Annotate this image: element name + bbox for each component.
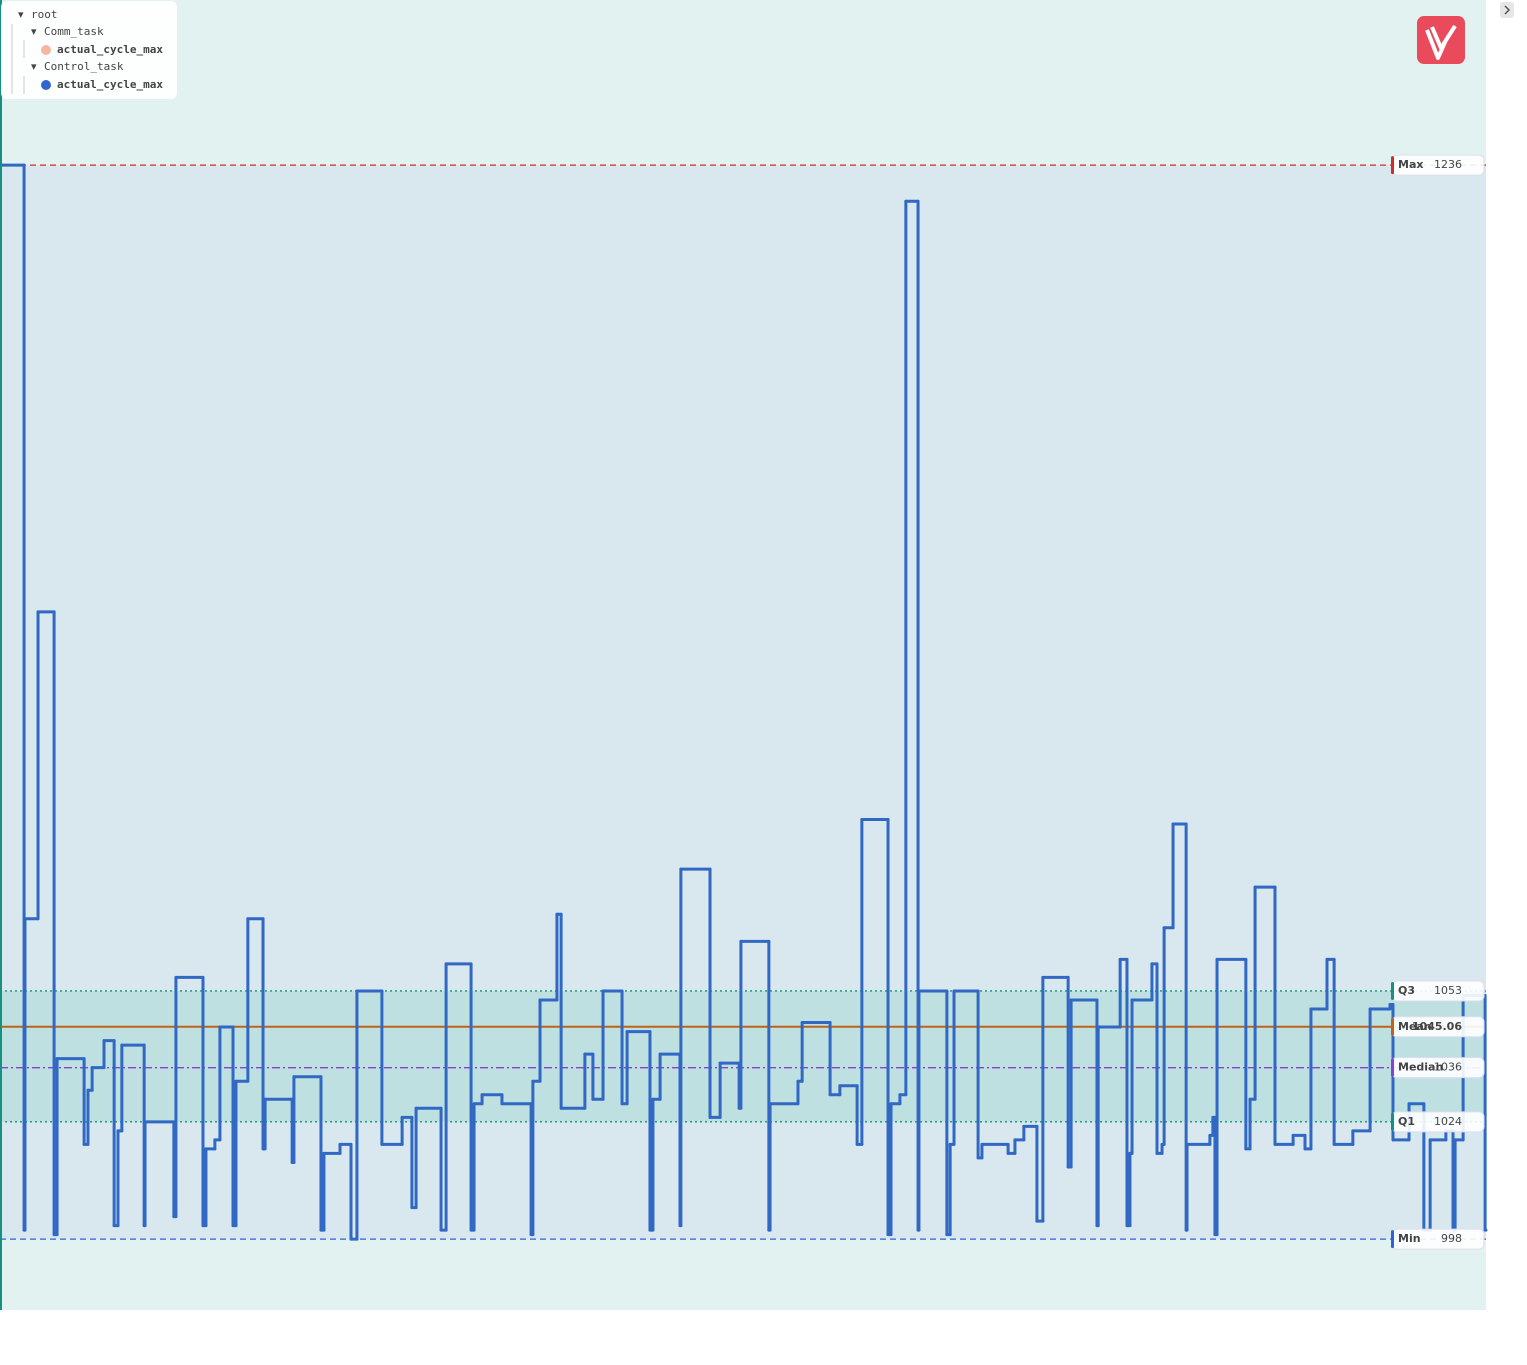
logo	[1417, 16, 1465, 64]
logo-mark	[1425, 24, 1457, 60]
caret: ▾	[31, 25, 37, 38]
signal-dot[interactable]	[41, 80, 51, 90]
stat-label: Max	[1398, 158, 1423, 171]
tree-signal[interactable]: actual_cycle_max	[57, 43, 163, 56]
stat-label: Mean	[1398, 1020, 1432, 1033]
stat-value: 1053	[1434, 984, 1462, 997]
caret: ▾	[18, 8, 24, 21]
stat-label: Min	[1398, 1232, 1421, 1245]
legend-panel	[1, 1, 177, 99]
stat-value: 1236	[1434, 158, 1462, 171]
stat-value: 998	[1441, 1232, 1462, 1245]
stat-value: 1036	[1434, 1061, 1462, 1074]
stat-badge-edge	[1391, 156, 1394, 175]
stat-value: 1024	[1434, 1115, 1462, 1128]
stat-badge-edge	[1391, 1058, 1394, 1077]
collapse-icon	[1504, 5, 1511, 15]
stat-label: Q1	[1398, 1115, 1415, 1128]
tree-group[interactable]: Comm_task	[44, 25, 104, 38]
tree-root[interactable]: root	[31, 8, 58, 21]
stat-badge-edge	[1391, 1017, 1394, 1036]
caret: ▾	[31, 60, 37, 73]
stat-label: Median	[1398, 1061, 1443, 1074]
iqr-band	[0, 990, 1486, 1122]
logo-box	[1417, 16, 1465, 64]
stat-label: Q3	[1398, 984, 1415, 997]
collapse-button[interactable]	[1500, 2, 1514, 18]
tree-group[interactable]: Control_task	[44, 60, 124, 73]
legend-tree: ▾ root ▾ ▾ Comm_task actual_cycle_max Cont…	[1, 1, 177, 99]
stat-badge-edge	[1391, 981, 1394, 1000]
signal-dot[interactable]	[41, 45, 51, 55]
stat-badge-edge	[1391, 1112, 1394, 1131]
tree-signal[interactable]: actual_cycle_max	[57, 78, 163, 91]
stat-badge-edge	[1391, 1230, 1394, 1249]
stat-value: 1045.06	[1412, 1020, 1462, 1033]
